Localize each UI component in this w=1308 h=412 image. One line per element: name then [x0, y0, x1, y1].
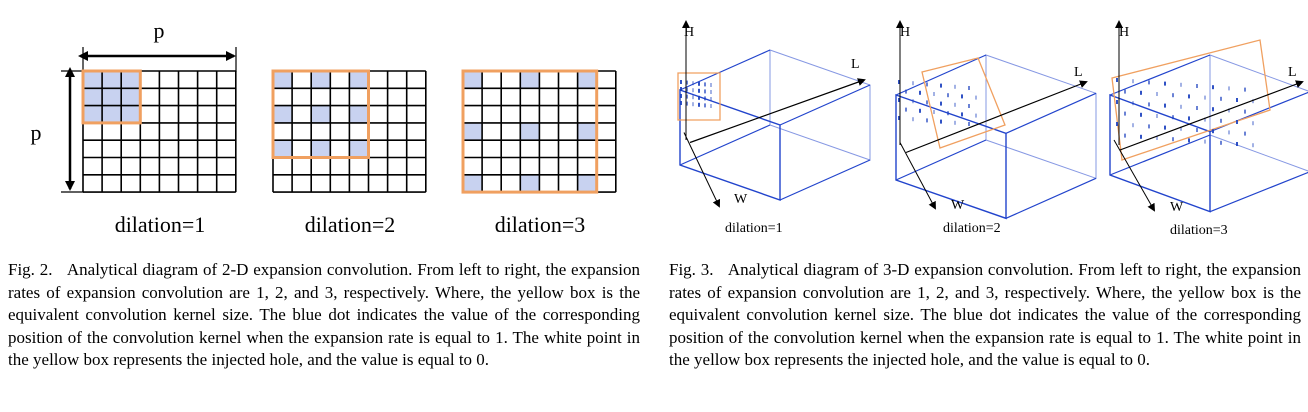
kernel-cell	[349, 140, 369, 158]
kernel-cell	[102, 105, 122, 123]
dimension-label-left: p	[31, 120, 42, 145]
kernel-cell	[83, 71, 103, 89]
kernel-box	[461, 69, 599, 194]
panel-label-3d-dilation-2: dilation=2	[943, 221, 1001, 236]
figure-2-caption: Fig. 2. Analytical diagram of 2-D expans…	[8, 259, 640, 372]
axis-l-label-3: L	[1288, 65, 1297, 80]
kernel-box-3d	[921, 57, 1006, 149]
grid-dilation-2	[271, 69, 427, 193]
panel-label-dilation-3: dilation=3	[495, 212, 586, 237]
panel-label-dilation-1: dilation=1	[115, 212, 206, 237]
kernel-box	[271, 69, 370, 159]
kernel-cell	[121, 88, 141, 106]
figure-3-caption-text: Analytical diagram of 3-D expansion conv…	[669, 260, 1301, 369]
cube-dilation-1	[677, 20, 871, 208]
kernel-cell	[83, 105, 103, 123]
axis-h-label-1: H	[684, 25, 694, 40]
panel-label-dilation-2: dilation=2	[305, 212, 396, 237]
kernel-cell	[311, 71, 331, 89]
kernel-cell	[311, 105, 331, 123]
axis-l-label-1: L	[851, 57, 860, 72]
figure-3-caption: Fig. 3. Analytical diagram of 3-D expans…	[669, 259, 1301, 372]
kernel-cell	[349, 105, 369, 123]
kernel-cell	[520, 122, 540, 141]
axis-w-label-3: W	[1170, 200, 1184, 215]
grid-dilation-3	[461, 69, 617, 194]
figure-2-caption-text: Analytical diagram of 2-D expansion conv…	[8, 260, 640, 369]
kernel-cell	[273, 105, 293, 123]
kernel-cell	[520, 174, 540, 193]
figure-3-caption-label: Fig. 3.	[669, 260, 714, 279]
kernel-cell	[102, 88, 122, 106]
kernel-cell	[121, 71, 141, 89]
grid-panels	[81, 69, 617, 194]
kernel-box	[81, 69, 142, 125]
kernel-cell	[349, 71, 369, 89]
kernel-cell	[273, 71, 293, 89]
grid-dilation-1	[81, 69, 237, 193]
kernel-cell	[102, 71, 122, 89]
figure-3: H L W dilation=1 H L W dilation=2 H L W …	[660, 0, 1308, 250]
axis-l-label-2: L	[1074, 65, 1083, 80]
axis-h-label-2: H	[900, 25, 910, 40]
axis-h-label-3: H	[1119, 25, 1129, 40]
axis-w-label-2: W	[951, 198, 965, 213]
kernel-cell	[577, 71, 597, 89]
figure-2-diagram: p p dilation=1 dilation=2 dilation=3	[31, 18, 617, 237]
kernel-cell	[577, 122, 597, 141]
kernel-cell	[311, 140, 331, 158]
kernel-cell	[273, 140, 293, 158]
cube-dilation-3	[1109, 20, 1308, 213]
figure-2: p p dilation=1 dilation=2 dilation=3	[0, 0, 650, 250]
dimension-label-top: p	[154, 18, 165, 43]
panel-label-3d-dilation-1: dilation=1	[725, 221, 783, 236]
kernel-cell	[463, 71, 483, 89]
figure-3-diagram: H L W dilation=1 H L W dilation=2 H L W …	[677, 20, 1308, 238]
axis-w-label-1: W	[734, 192, 748, 207]
kernel-box-3d	[677, 72, 721, 121]
panel-label-3d-dilation-3: dilation=3	[1170, 223, 1228, 238]
figure-2-caption-label: Fig. 2.	[8, 260, 53, 279]
cube-dilation-2	[895, 20, 1097, 220]
cube-panels	[677, 20, 1308, 220]
kernel-cell	[463, 174, 483, 193]
kernel-cell	[577, 174, 597, 193]
kernel-cell	[121, 105, 141, 123]
kernel-cell	[520, 71, 540, 89]
kernel-cell	[83, 88, 103, 106]
kernel-cell	[463, 122, 483, 141]
